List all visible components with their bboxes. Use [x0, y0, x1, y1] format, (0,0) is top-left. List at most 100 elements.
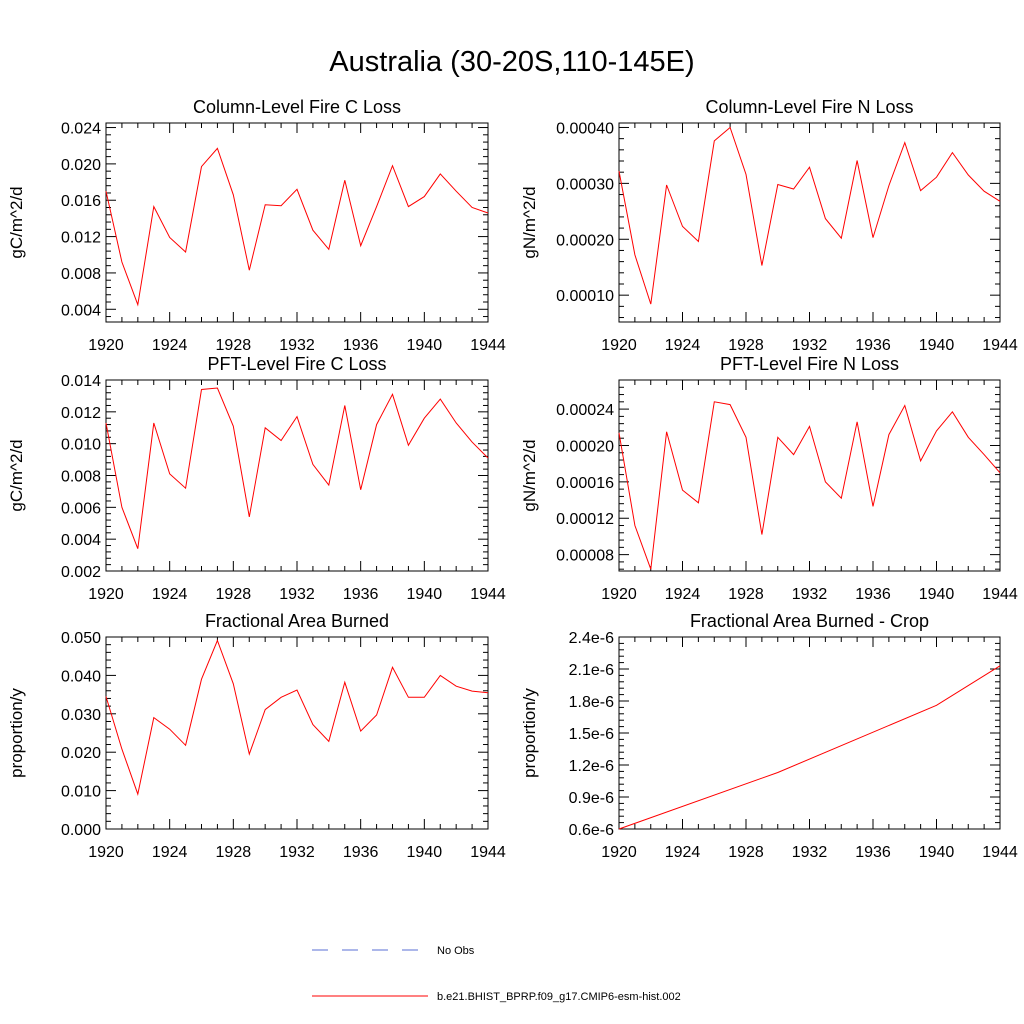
x-tick-label: 1928	[216, 337, 252, 354]
y-tick-label: 0.00020	[556, 438, 614, 455]
y-tick-label: 0.00020	[556, 232, 614, 249]
x-tick-label: 1940	[407, 337, 443, 354]
x-tick-label: 1936	[343, 844, 379, 861]
x-tick-label: 1936	[855, 586, 891, 603]
y-tick-label: 0.00012	[556, 511, 614, 528]
series-line	[105, 147, 489, 307]
y-axis-label: gC/m^2/d	[7, 439, 26, 511]
panel-title: Fractional Area Burned	[205, 611, 389, 631]
y-axis-label: gC/m^2/d	[7, 186, 26, 258]
x-tick-label: 1924	[152, 337, 188, 354]
x-tick-label: 1924	[152, 844, 188, 861]
series-line	[618, 401, 1001, 570]
y-tick-label: 1.2e-6	[569, 758, 614, 775]
x-tick-label: 1936	[343, 586, 379, 603]
y-tick-label: 0.012	[61, 230, 101, 247]
x-tick-label: 1924	[152, 586, 188, 603]
x-tick-label: 1944	[470, 844, 506, 861]
panel-title: Column-Level Fire N Loss	[705, 97, 913, 117]
y-tick-label: 0.020	[61, 157, 101, 174]
x-tick-label: 1940	[919, 337, 955, 354]
x-tick-label: 1928	[728, 337, 764, 354]
y-axis-label: proportion/y	[520, 688, 539, 778]
series-line	[618, 665, 1001, 830]
plot-frame	[105, 122, 489, 323]
x-tick-label: 1920	[88, 586, 124, 603]
panels-group: Column-Level Fire C Loss gC/m^2/d 1920 1924…	[7, 97, 1018, 861]
panel-title: Column-Level Fire C Loss	[193, 97, 401, 117]
chart-panel-6: Fractional Area Burned - Crop proportion/…	[520, 611, 1018, 861]
y-tick-label: 0.004	[61, 532, 101, 549]
y-tick-label: 0.00010	[556, 288, 614, 305]
x-tick-label: 1924	[665, 586, 701, 603]
x-tick-label: 1932	[279, 586, 315, 603]
x-tick-label: 1936	[855, 844, 891, 861]
y-tick-label: 0.020	[61, 745, 101, 762]
legend-label-model: b.e21.BHIST_BPRP.f09_g17.CMIP6-esm-hist.…	[437, 991, 681, 1003]
chart-panel-1: Column-Level Fire C Loss gC/m^2/d 1920 1924…	[7, 97, 506, 354]
y-tick-label: 0.00040	[556, 120, 614, 137]
x-tick-label: 1932	[279, 337, 315, 354]
y-tick-label: 0.030	[61, 707, 101, 724]
plot-frame	[618, 122, 1001, 323]
y-tick-label: 0.00030	[556, 176, 614, 193]
x-tick-label: 1924	[665, 844, 701, 861]
y-tick-label: 0.012	[61, 405, 101, 422]
y-tick-label: 0.010	[61, 784, 101, 801]
y-tick-label: 0.00016	[556, 475, 614, 492]
y-tick-label: 0.008	[61, 266, 101, 283]
y-tick-label: 0.9e-6	[569, 790, 614, 807]
y-tick-label: 0.040	[61, 668, 101, 685]
x-tick-label: 1932	[279, 844, 315, 861]
x-tick-label: 1940	[919, 844, 955, 861]
x-tick-label: 1920	[601, 586, 637, 603]
plot-frame	[618, 636, 1001, 830]
series-line	[618, 126, 1001, 305]
x-tick-label: 1936	[855, 337, 891, 354]
x-tick-label: 1944	[982, 586, 1018, 603]
y-tick-label: 1.8e-6	[569, 694, 614, 711]
x-tick-label: 1932	[792, 337, 828, 354]
y-tick-label: 0.050	[61, 630, 101, 647]
x-tick-label: 1928	[216, 844, 252, 861]
y-tick-label: 0.010	[61, 437, 101, 454]
x-tick-label: 1920	[88, 337, 124, 354]
x-tick-label: 1940	[919, 586, 955, 603]
legend: No Obs b.e21.BHIST_BPRP.f09_g17.CMIP6-es…	[312, 945, 681, 1003]
x-tick-label: 1932	[792, 586, 828, 603]
x-tick-label: 1936	[343, 337, 379, 354]
legend-label-no-obs: No Obs	[437, 945, 475, 957]
x-tick-label: 1920	[88, 844, 124, 861]
y-axis-label: gN/m^2/d	[520, 186, 539, 258]
plot-frame	[105, 379, 489, 572]
y-axis-label: gN/m^2/d	[520, 439, 539, 511]
y-tick-label: 2.4e-6	[569, 630, 614, 647]
x-tick-label: 1944	[470, 337, 506, 354]
x-tick-label: 1928	[728, 586, 764, 603]
y-tick-label: 0.006	[61, 500, 101, 517]
y-tick-label: 1.5e-6	[569, 726, 614, 743]
figure-title: Australia (30-20S,110-145E)	[329, 46, 695, 78]
x-tick-label: 1928	[728, 844, 764, 861]
y-tick-label: 0.004	[61, 302, 101, 319]
y-tick-label: 0.016	[61, 193, 101, 210]
x-tick-label: 1928	[216, 586, 252, 603]
y-tick-label: 0.00008	[556, 548, 614, 565]
series-line	[105, 387, 489, 549]
y-tick-label: 0.002	[61, 564, 101, 581]
chart-panel-2: Column-Level Fire N Loss gN/m^2/d 1920 1924…	[520, 97, 1018, 354]
chart-panel-4: PFT-Level Fire N Loss gN/m^2/d 1920 1924 192…	[520, 354, 1018, 603]
y-tick-label: 0.024	[61, 121, 101, 138]
panel-title: PFT-Level Fire C Loss	[207, 354, 386, 374]
x-tick-label: 1940	[407, 586, 443, 603]
plot-frame	[618, 379, 1001, 572]
y-tick-label: 0.008	[61, 469, 101, 486]
panel-title: PFT-Level Fire N Loss	[720, 354, 899, 374]
x-tick-label: 1920	[601, 844, 637, 861]
x-tick-label: 1944	[470, 586, 506, 603]
y-axis-label: proportion/y	[7, 688, 26, 778]
y-tick-label: 0.014	[61, 373, 101, 390]
x-tick-label: 1944	[982, 844, 1018, 861]
chart-panel-5: Fractional Area Burned proportion/y 1920 19…	[7, 611, 506, 861]
